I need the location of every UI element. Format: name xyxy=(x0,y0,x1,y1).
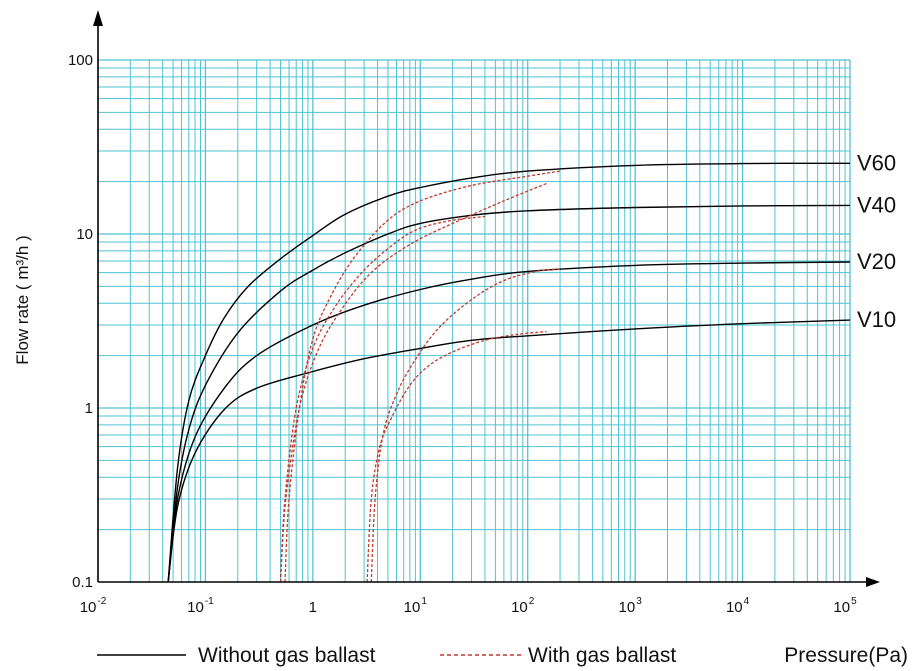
series-line-gas-ballast-6 xyxy=(279,182,547,583)
y-tick-labels: 0.1 1 10 100 xyxy=(68,52,93,591)
x-tick-label: 105 xyxy=(833,596,857,616)
x-axis-label: Pressure(Pa) xyxy=(784,644,908,667)
series-labels: V60 V40 V20 V10 xyxy=(857,150,896,332)
y-axis-label: Flow rate ( m³/h ) xyxy=(13,235,32,364)
axes xyxy=(93,10,880,587)
series-line-v60 xyxy=(167,162,851,583)
y-tick-label: 100 xyxy=(68,52,93,69)
series-label-v10: V10 xyxy=(857,307,896,332)
series-curves xyxy=(167,162,851,583)
x-tick-label: 10-2 xyxy=(80,596,107,616)
x-axis-arrow xyxy=(866,577,880,587)
series-line-v20 xyxy=(167,261,851,583)
x-tick-label: 101 xyxy=(404,596,428,616)
legend: Without gas ballast With gas ballast Pre… xyxy=(97,644,908,667)
y-tick-label: 0.1 xyxy=(72,574,93,591)
y-axis-arrow xyxy=(93,10,103,26)
series-line-v10 xyxy=(167,319,851,583)
x-tick-label: 1 xyxy=(309,599,317,616)
series-line-gas-ballast-8 xyxy=(366,330,547,583)
series-line-v40 xyxy=(167,204,851,583)
x-tick-label: 10-1 xyxy=(187,596,214,616)
x-tick-label: 103 xyxy=(619,596,643,616)
series-line-gas-ballast-4 xyxy=(284,170,561,583)
series-line-gas-ballast-5 xyxy=(279,215,486,583)
x-tick-label: 104 xyxy=(726,596,750,616)
y-tick-label: 1 xyxy=(85,400,93,417)
y-tick-label: 10 xyxy=(76,226,93,243)
series-label-v60: V60 xyxy=(857,150,896,175)
legend-dashed-label: With gas ballast xyxy=(528,644,676,667)
x-tick-labels: 10-2 10-1 1 101 102 103 104 105 xyxy=(80,596,857,616)
x-tick-label: 102 xyxy=(511,596,535,616)
series-line-gas-ballast-7 xyxy=(370,268,561,583)
series-label-v40: V40 xyxy=(857,192,896,217)
legend-solid-label: Without gas ballast xyxy=(198,644,376,667)
series-label-v20: V20 xyxy=(857,249,896,274)
grid-lines xyxy=(98,59,851,582)
